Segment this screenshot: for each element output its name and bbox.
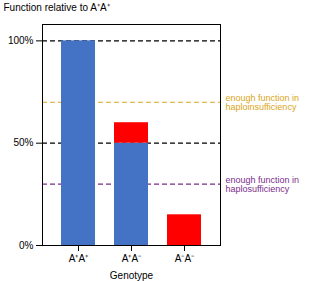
- svg-text:Function relative to A⁺A⁺: Function relative to A⁺A⁺: [4, 2, 111, 13]
- svg-text:enough function inhaplosuffici: enough function inhaplosufficiency: [226, 174, 300, 193]
- svg-text:0%: 0%: [19, 240, 34, 251]
- svg-text:100%: 100%: [8, 35, 34, 46]
- svg-text:A⁻A⁻: A⁻A⁻: [175, 253, 195, 264]
- svg-text:50%: 50%: [13, 137, 33, 148]
- svg-text:Genotype: Genotype: [110, 270, 154, 281]
- svg-text:enough function inhaploinsuffi: enough function inhaploinsufficiency: [226, 93, 300, 112]
- svg-text:A⁺A⁻: A⁺A⁻: [122, 253, 142, 264]
- svg-text:A⁺A⁺: A⁺A⁺: [69, 253, 89, 264]
